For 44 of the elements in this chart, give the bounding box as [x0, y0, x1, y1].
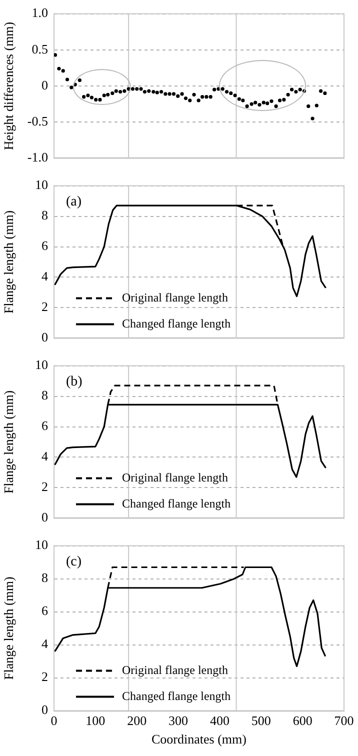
y-tick-label: 10	[35, 537, 48, 552]
x-axis-title: Coordinates (mm)	[152, 732, 246, 747]
x-tick-label: 400	[210, 713, 230, 728]
y-tick-label: -1.0	[27, 150, 48, 165]
x-tick-label: 500	[251, 713, 271, 728]
y-tick-label: 6	[42, 603, 48, 618]
legend-label: Changed flange length	[122, 688, 231, 703]
legend-label: Changed flange length	[122, 316, 231, 330]
y-axis-title: Height differences (mm)	[1, 22, 16, 150]
x-tick-label: 300	[168, 713, 188, 728]
y-tick-label: 0	[42, 702, 48, 718]
y-tick-label: 6	[42, 238, 48, 254]
y-tick-label: 10	[35, 357, 48, 372]
y-axis-title: Flange length (mm)	[1, 390, 16, 494]
y-tick-label: 0	[42, 510, 48, 525]
y-tick-label: 4	[42, 636, 48, 652]
y-tick-label: 0	[42, 77, 48, 92]
x-tick-label: 200	[127, 713, 147, 728]
y-tick-label: 4	[42, 448, 48, 464]
y-tick-label: 0	[42, 330, 48, 345]
y-tick-label: 8	[42, 208, 48, 223]
x-tick-label: 700	[334, 713, 354, 728]
y-tick-label: 2	[42, 669, 48, 684]
y-axis-title: Flange length (mm)	[1, 576, 16, 680]
annotation: (a)	[66, 194, 82, 210]
legend-label: Original flange length	[122, 662, 228, 677]
x-tick-label: 600	[292, 713, 312, 728]
y-tick-label: 8	[42, 388, 48, 403]
y-tick-label: 2	[42, 299, 48, 314]
y-tick-label: 10	[35, 177, 48, 192]
y-tick-label: 0.5	[32, 41, 48, 56]
legend-label: Original flange length	[122, 290, 228, 304]
y-tick-label: 2	[42, 479, 48, 494]
y-tick-label: 8	[42, 570, 48, 586]
y-tick-label: 4	[42, 268, 48, 284]
x-tick-label: 100	[86, 713, 106, 728]
y-tick-label: 6	[42, 418, 48, 434]
legend-label: Original flange length	[122, 470, 228, 484]
annotation: (c)	[66, 554, 82, 570]
annotation: (b)	[66, 374, 83, 390]
y-tick-label: 1.0	[32, 5, 48, 20]
y-tick-label: -0.5	[27, 114, 48, 129]
legend-label: Changed flange length	[122, 496, 231, 510]
y-axis-title: Flange length (mm)	[1, 210, 16, 314]
